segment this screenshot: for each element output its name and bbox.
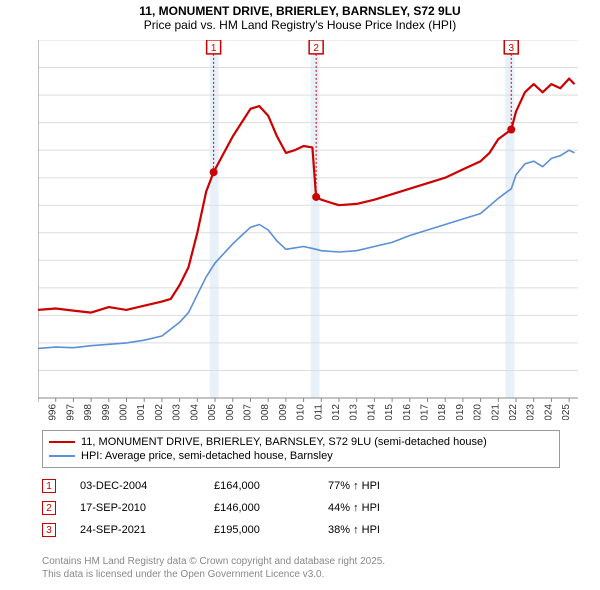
x-tick-label: 2016	[402, 404, 413, 420]
transaction-price: £164,000	[214, 480, 304, 492]
shaded-band	[311, 40, 320, 398]
transaction-price: £195,000	[214, 524, 304, 536]
marker-dot	[507, 126, 515, 134]
x-tick-label: 2005	[207, 404, 218, 420]
marker-label: 1	[211, 43, 217, 54]
transaction-hpi: 38% ↑ HPI	[328, 524, 428, 536]
marker-label: 3	[508, 43, 514, 54]
x-tick-label: 2020	[473, 404, 484, 420]
x-tick-label: 2023	[526, 404, 537, 420]
x-tick-label: 2012	[331, 404, 342, 420]
x-tick-label: 2013	[349, 404, 360, 420]
title-subtitle: Price paid vs. HM Land Registry's House …	[0, 18, 600, 32]
x-tick-label: 2009	[278, 404, 289, 420]
footer-attribution: Contains HM Land Registry data © Crown c…	[42, 555, 385, 581]
transaction-price: £146,000	[214, 502, 304, 514]
x-tick-label: 2006	[225, 404, 236, 420]
x-tick-label: 2014	[366, 404, 377, 420]
x-tick-label: 2000	[119, 404, 130, 420]
x-tick-label: 1995	[38, 404, 41, 420]
x-tick-label: 1999	[101, 404, 112, 420]
title-address: 11, MONUMENT DRIVE, BRIERLEY, BARNSLEY, …	[0, 4, 600, 18]
x-tick-label: 2007	[242, 404, 253, 420]
x-tick-label: 2001	[136, 404, 147, 420]
title-block: 11, MONUMENT DRIVE, BRIERLEY, BARNSLEY, …	[0, 0, 600, 34]
footer-line2: This data is licensed under the Open Gov…	[42, 568, 385, 581]
root: 11, MONUMENT DRIVE, BRIERLEY, BARNSLEY, …	[0, 0, 600, 590]
transaction-date: 17-SEP-2010	[80, 502, 190, 514]
transaction-row: 2 17-SEP-2010 £146,000 44% ↑ HPI	[42, 497, 560, 519]
footer-line1: Contains HM Land Registry data © Crown c…	[42, 555, 385, 568]
x-tick-label: 2025	[561, 404, 572, 420]
transaction-marker: 1	[42, 479, 56, 493]
x-tick-label: 2024	[543, 404, 554, 420]
transaction-date: 24-SEP-2021	[80, 524, 190, 536]
x-tick-label: 1998	[83, 404, 94, 420]
transaction-row: 1 03-DEC-2004 £164,000 77% ↑ HPI	[42, 475, 560, 497]
legend-label: 11, MONUMENT DRIVE, BRIERLEY, BARNSLEY, …	[81, 436, 487, 448]
x-tick-label: 2011	[313, 404, 324, 420]
transaction-hpi: 77% ↑ HPI	[328, 480, 428, 492]
x-tick-label: 2015	[384, 404, 395, 420]
x-tick-label: 1997	[65, 404, 76, 420]
marker-label: 2	[313, 43, 319, 54]
price-chart: £0£20K£40K£60K£80K£100K£120K£140K£160K£1…	[38, 40, 578, 420]
transaction-marker: 2	[42, 501, 56, 515]
transaction-marker: 3	[42, 523, 56, 537]
legend: 11, MONUMENT DRIVE, BRIERLEY, BARNSLEY, …	[42, 430, 560, 468]
legend-label: HPI: Average price, semi-detached house,…	[81, 450, 333, 462]
x-tick-label: 2018	[437, 404, 448, 420]
transactions-table: 1 03-DEC-2004 £164,000 77% ↑ HPI 2 17-SEP-201…	[42, 475, 560, 541]
legend-item: 11, MONUMENT DRIVE, BRIERLEY, BARNSLEY, …	[49, 435, 553, 449]
transaction-row: 3 24-SEP-2021 £195,000 38% ↑ HPI	[42, 519, 560, 541]
x-tick-label: 2003	[172, 404, 183, 420]
x-tick-label: 2004	[189, 404, 200, 420]
x-tick-label: 1996	[48, 404, 59, 420]
x-tick-label: 2021	[490, 404, 501, 420]
legend-swatch	[49, 455, 75, 457]
marker-dot	[210, 168, 218, 176]
shaded-band	[505, 40, 514, 398]
legend-item: HPI: Average price, semi-detached house,…	[49, 449, 553, 463]
legend-swatch	[49, 441, 75, 443]
transaction-date: 03-DEC-2004	[80, 480, 190, 492]
x-tick-label: 2017	[420, 404, 431, 420]
x-tick-label: 2008	[260, 404, 271, 420]
transaction-hpi: 44% ↑ HPI	[328, 502, 428, 514]
x-tick-label: 2019	[455, 404, 466, 420]
x-tick-label: 2022	[508, 404, 519, 420]
marker-dot	[312, 193, 320, 201]
x-tick-label: 2010	[296, 404, 307, 420]
series-hpi	[38, 150, 575, 348]
series-price_paid	[38, 79, 575, 313]
shaded-band	[210, 40, 219, 398]
x-tick-label: 2002	[154, 404, 165, 420]
